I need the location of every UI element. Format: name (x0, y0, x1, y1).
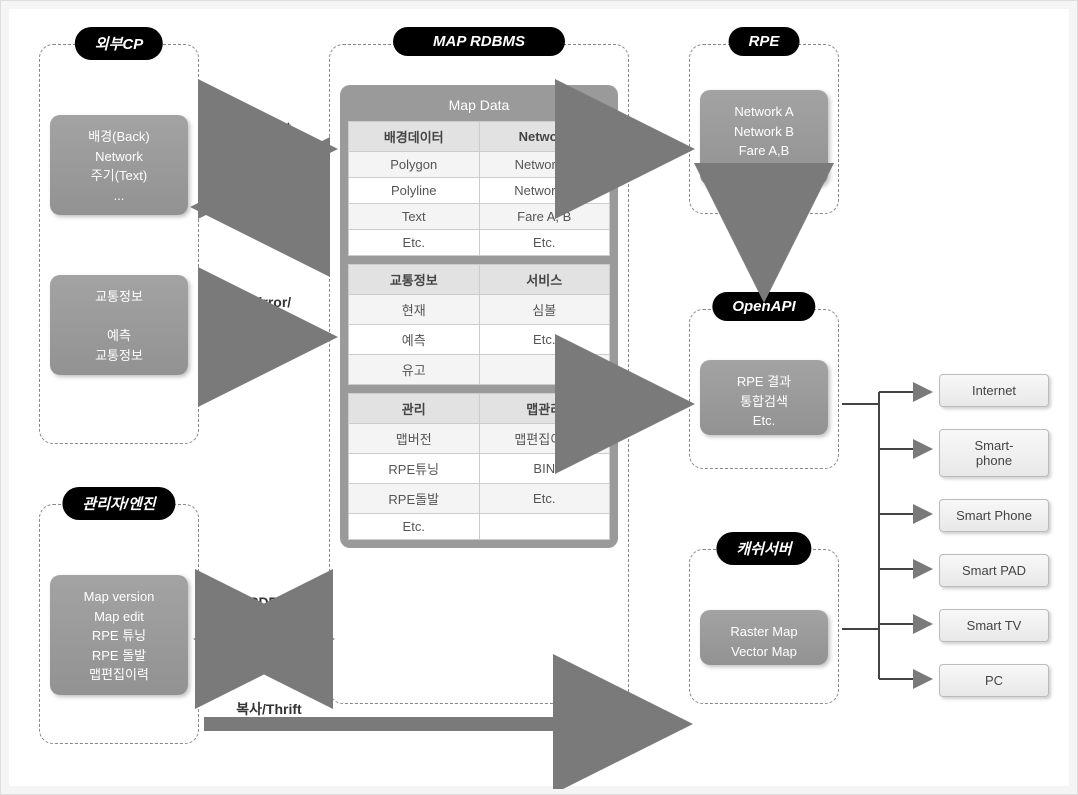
t1-r2c1: Network B (479, 178, 610, 204)
box-openapi1: RPE 결과 통합검색 Etc. (700, 360, 828, 435)
out-smartphone1-text: Smart- phone (975, 438, 1014, 468)
pill-external-cp: 외부CP (75, 27, 163, 60)
out-smarttv: Smart TV (939, 609, 1049, 642)
t3-r2c0: RPE튜닝 (349, 454, 480, 484)
t1-r1c0: Polygon (349, 152, 480, 178)
group-rpe: RPE Network A Network B Fare A,B 교통정보 (689, 44, 839, 214)
t1-r0c1: Network (479, 122, 610, 152)
t1-r4c1: Etc. (479, 230, 610, 256)
t1-r4c0: Etc. (349, 230, 480, 256)
box-cp1-text: 배경(Back) Network 주기(Text) ... (88, 129, 149, 203)
t3-r3c1: Etc. (479, 484, 610, 514)
pill-rpe: RPE (729, 27, 800, 56)
t2-r0c1: 서비스 (479, 265, 610, 295)
pill-admin-engine: 관리자/엔진 (62, 487, 175, 520)
label-export: Export (219, 179, 319, 195)
box-cache1-text: Raster Map Vector Map (730, 624, 797, 659)
table-t3: 관리맵관리 맵버전맵편집이력 RPE튜닝BIN RPE돌발Etc. Etc. (348, 393, 610, 540)
diagram-canvas: 외부CP 배경(Back) Network 주기(Text) ... 교통정보 … (9, 9, 1069, 786)
t2-r1c1: 심볼 (479, 295, 610, 325)
group-admin-engine: 관리자/엔진 Map version Map edit RPE 튜닝 RPE 돌… (39, 504, 199, 744)
t3-r4c0: Etc. (349, 514, 480, 540)
t3-r3c0: RPE돌발 (349, 484, 480, 514)
pill-map-rdbms: MAP RDBMS (393, 27, 565, 56)
out-smartphone2-text: Smart Phone (956, 508, 1032, 523)
t2-r1c0: 현재 (349, 295, 480, 325)
label-mirror: Mirror/ Import (219, 294, 319, 326)
out-pc: PC (939, 664, 1049, 697)
group-external-cp: 외부CP 배경(Back) Network 주기(Text) ... 교통정보 … (39, 44, 199, 444)
group-openapi: OpenAPI RPE 결과 통합검색 Etc. (689, 309, 839, 469)
out-smartpad-text: Smart PAD (962, 563, 1026, 578)
t3-r0c1: 맵관리 (479, 394, 610, 424)
t1-r3c1: Fare A, B (479, 204, 610, 230)
out-smartphone2: Smart Phone (939, 499, 1049, 532)
t3-r0c0: 관리 (349, 394, 480, 424)
box-cp1: 배경(Back) Network 주기(Text) ... (50, 115, 188, 215)
table-t2: 교통정보서비스 현재심볼 예측Etc. 유고 (348, 264, 610, 385)
out-smartphone1: Smart- phone (939, 429, 1049, 477)
out-smarttv-text: Smart TV (967, 618, 1022, 633)
table-t1: 배경데이터Network PolygonNetwork A PolylineNe… (348, 121, 610, 256)
t2-r2c1: Etc. (479, 325, 610, 355)
out-smartpad: Smart PAD (939, 554, 1049, 587)
box-rpe1-text: Network A Network B Fare A,B 교통정보 (734, 104, 794, 178)
box-admin1: Map version Map edit RPE 튜닝 RPE 돌발 맵편집이력 (50, 575, 188, 695)
t1-r3c0: Text (349, 204, 480, 230)
t1-r1c1: Network A (479, 152, 610, 178)
t2-r3c1 (479, 355, 610, 385)
pill-cache: 캐쉬서버 (716, 532, 811, 565)
box-admin1-text: Map version Map edit RPE 튜닝 RPE 돌발 맵편집이력 (84, 589, 155, 682)
t3-r4c1 (479, 514, 610, 540)
t1-r0c0: 배경데이터 (349, 122, 480, 152)
out-internet-text: Internet (972, 383, 1016, 398)
group-map-rdbms: MAP RDBMS Map Data 배경데이터Network PolygonN… (329, 44, 629, 704)
label-thrift: 복사/Thrift (209, 699, 329, 719)
label-import: Import (219, 119, 319, 135)
out-internet: Internet (939, 374, 1049, 407)
t3-r1c0: 맵버전 (349, 424, 480, 454)
box-openapi1-text: RPE 결과 통합검색 Etc. (737, 374, 791, 428)
pill-openapi: OpenAPI (712, 292, 815, 321)
t2-r3c0: 유고 (349, 355, 480, 385)
t3-r1c1: 맵편집이력 (479, 424, 610, 454)
box-rpe1: Network A Network B Fare A,B 교통정보 (700, 90, 828, 185)
t2-r2c0: 예측 (349, 325, 480, 355)
t3-r2c1: BIN (479, 454, 610, 484)
group-cache: 캐쉬서버 Raster Map Vector Map (689, 549, 839, 704)
t1-r2c0: Polyline (349, 178, 480, 204)
out-pc-text: PC (985, 673, 1003, 688)
box-cp2: 교통정보 예측 교통정보 (50, 275, 188, 375)
label-rdbms: RDBMS 수정 (224, 594, 324, 630)
box-cp2-text: 교통정보 예측 교통정보 (95, 289, 143, 363)
mapdata-title: Map Data (348, 93, 610, 121)
box-cache1: Raster Map Vector Map (700, 610, 828, 665)
mapdata-frame: Map Data 배경데이터Network PolygonNetwork A P… (340, 85, 618, 548)
t2-r0c0: 교통정보 (349, 265, 480, 295)
